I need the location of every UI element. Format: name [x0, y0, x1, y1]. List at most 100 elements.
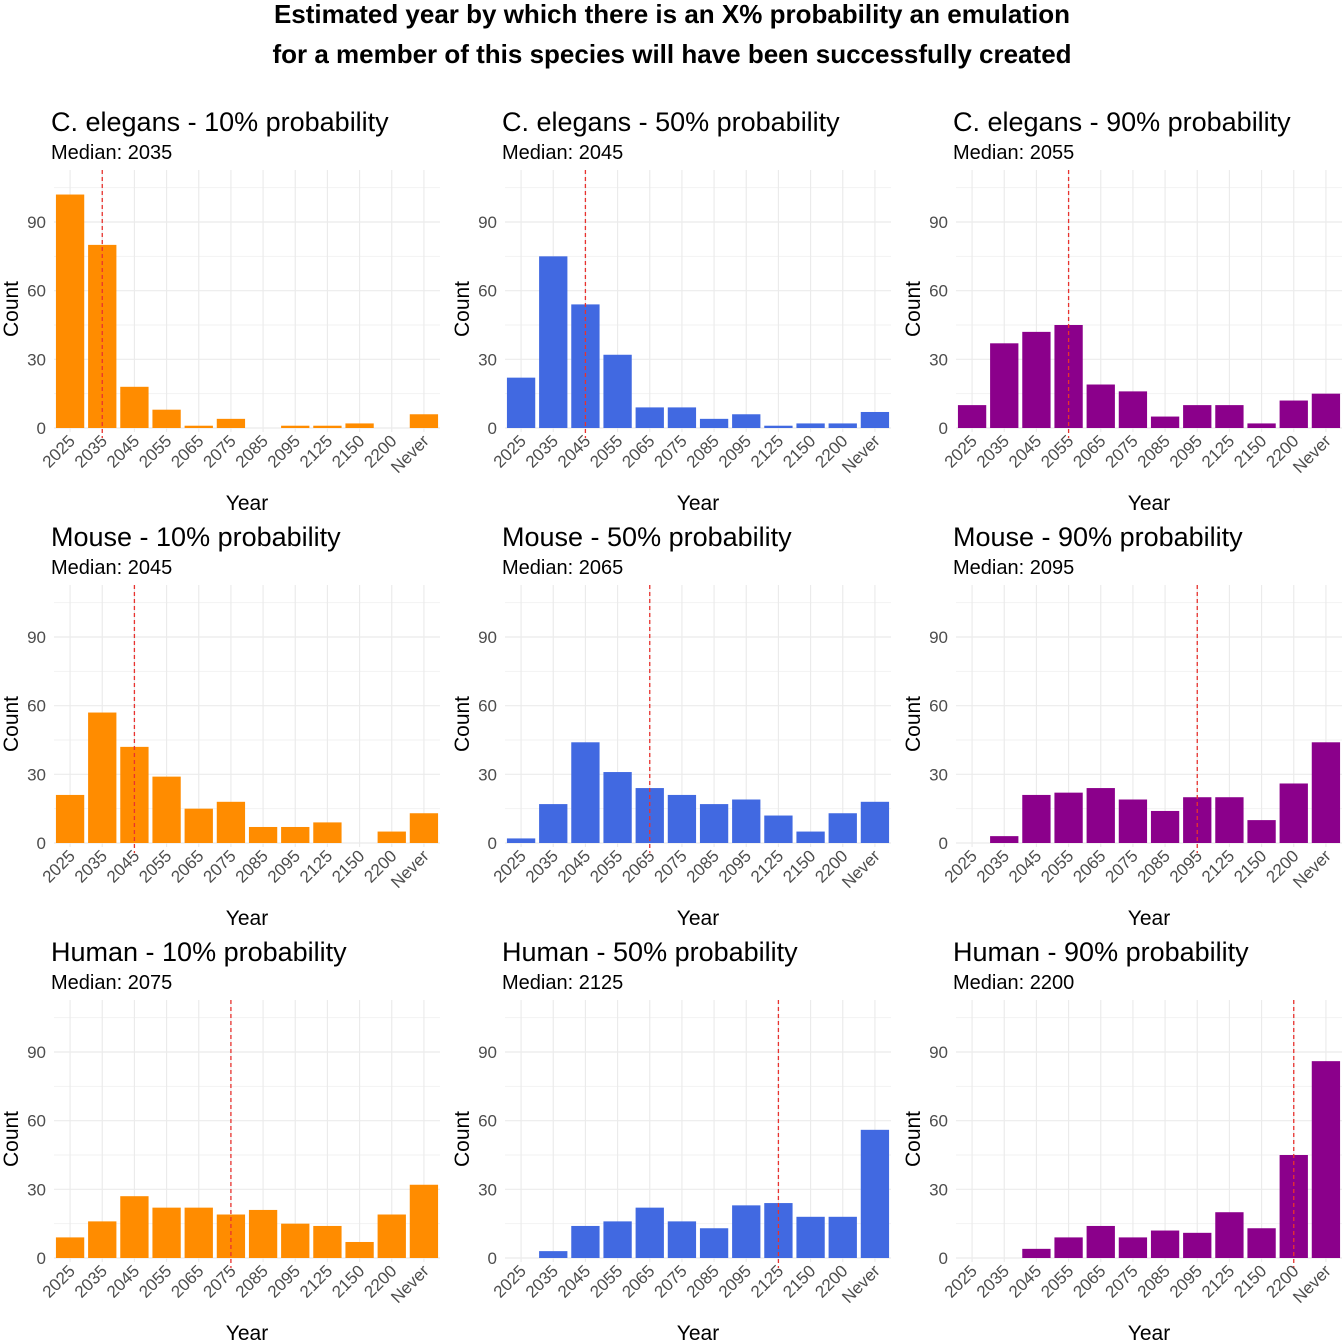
y-tick-label: 30	[478, 765, 497, 784]
bar-2035	[539, 804, 568, 843]
y-tick-label: 0	[939, 834, 948, 853]
y-axis-label: Count	[0, 281, 23, 337]
bar-2075	[667, 407, 697, 428]
bar-2125	[764, 815, 793, 843]
bar-never	[409, 414, 439, 428]
bar-2150	[345, 423, 374, 428]
y-tick-label: 30	[929, 350, 948, 369]
bar-2025	[55, 794, 85, 843]
x-tick-label: 2095	[1166, 1261, 1206, 1301]
bar-2200	[1279, 783, 1308, 843]
bar-2055	[152, 1207, 181, 1258]
bar-2075	[216, 1214, 246, 1258]
bar-2200	[377, 1214, 406, 1258]
x-tick-label: 2055	[135, 846, 175, 886]
bar-2045	[1022, 331, 1051, 428]
y-tick-label: 30	[478, 350, 497, 369]
x-axis-label: Year	[226, 907, 268, 930]
x-tick-label: 2045	[103, 431, 143, 471]
x-tick-label: 2125	[747, 431, 787, 471]
x-tick-label: 2150	[779, 846, 819, 886]
panel-title: Mouse - 10% probability	[51, 522, 341, 552]
bar-2055	[152, 776, 181, 843]
x-tick-label: 2055	[1037, 846, 1077, 886]
bar-2200	[828, 813, 857, 843]
bar-2085	[1150, 1230, 1180, 1258]
panel-subtitle: Median: 2125	[502, 972, 623, 994]
x-axis-label: Year	[677, 907, 719, 930]
x-tick-label: 2095	[264, 1261, 304, 1301]
bar-2065	[1086, 788, 1115, 843]
panel-subtitle: Median: 2035	[51, 142, 172, 164]
bar-2025	[506, 838, 536, 843]
x-tick-label: 2075	[200, 431, 240, 471]
y-axis-label: Count	[0, 1111, 23, 1167]
panel-subtitle: Median: 2045	[51, 557, 172, 579]
bar-2095	[1183, 1232, 1212, 1258]
bar-2095	[732, 414, 761, 428]
bar-2055	[1054, 792, 1083, 843]
bar-2035	[88, 1221, 117, 1258]
bar-2055	[152, 409, 181, 428]
bar-2055	[1054, 1237, 1083, 1258]
x-tick-label: 2085	[1134, 1261, 1174, 1301]
x-tick-label: 2055	[135, 1261, 175, 1301]
x-tick-label: Never	[838, 431, 884, 477]
bar-never	[860, 411, 890, 428]
x-tick-label: 2150	[328, 846, 368, 886]
y-axis-label: Count	[451, 696, 474, 752]
bar-2150	[1247, 820, 1276, 843]
x-tick-label: 2075	[200, 846, 240, 886]
x-tick-label: Never	[1289, 1261, 1335, 1307]
x-tick-label: 2035	[71, 431, 111, 471]
x-tick-label: Never	[838, 1261, 884, 1307]
panel-9: Human - 90% probability Median: 2200 0 30 60…	[902, 937, 1342, 1343]
x-tick-label: Never	[1289, 431, 1335, 477]
bar-2200	[377, 831, 406, 843]
x-tick-label: Never	[387, 846, 433, 892]
x-tick-label: 2150	[779, 1261, 819, 1301]
x-tick-label: 2065	[167, 1261, 207, 1301]
x-tick-label: 2125	[747, 846, 787, 886]
y-tick-label: 30	[929, 1180, 948, 1199]
bar-2075	[216, 801, 246, 843]
x-axis-label: Year	[1128, 492, 1170, 515]
y-tick-label: 60	[929, 1112, 948, 1131]
x-axis-label: Year	[677, 492, 719, 515]
panel-2: C. elegans - 50% probability Median: 2045…	[451, 107, 891, 515]
x-tick-label: 2065	[618, 431, 658, 471]
panel-7: Human - 10% probability Median: 2075 0 30 60…	[0, 937, 440, 1343]
bar-2095	[281, 425, 310, 428]
x-axis-label: Year	[1128, 907, 1170, 930]
x-tick-label: 2045	[554, 431, 594, 471]
x-tick-label: 2095	[264, 846, 304, 886]
bar-2125	[313, 822, 342, 843]
y-tick-label: 90	[478, 213, 497, 232]
x-tick-label: 2085	[232, 846, 272, 886]
x-tick-label: 2085	[683, 846, 723, 886]
bar-2095	[732, 1205, 761, 1258]
x-axis-label: Year	[226, 492, 268, 515]
bar-2065	[1086, 384, 1115, 428]
bar-2025	[957, 405, 987, 428]
bar-2150	[1247, 423, 1276, 428]
bar-2035	[88, 712, 117, 843]
x-tick-label: 2035	[71, 1261, 111, 1301]
x-tick-label: 2065	[1069, 846, 1109, 886]
main-title: Estimated year by which there is an X% p…	[0, 0, 1344, 80]
bar-2045	[120, 386, 149, 428]
x-tick-label: 2125	[747, 1261, 787, 1301]
x-tick-label: 2125	[1198, 1261, 1238, 1301]
y-tick-label: 60	[27, 1112, 46, 1131]
x-tick-label: 2085	[232, 431, 272, 471]
bar-2035	[990, 836, 1019, 843]
bar-2065	[1086, 1225, 1115, 1258]
main-title-line-1: Estimated year by which there is an X% p…	[273, 0, 1071, 29]
x-tick-label: 2125	[1198, 431, 1238, 471]
panel-subtitle: Median: 2045	[502, 142, 623, 164]
y-tick-label: 90	[478, 628, 497, 647]
x-tick-label: 2150	[1230, 1261, 1270, 1301]
x-tick-label: 2150	[1230, 431, 1270, 471]
x-tick-label: 2035	[522, 1261, 562, 1301]
